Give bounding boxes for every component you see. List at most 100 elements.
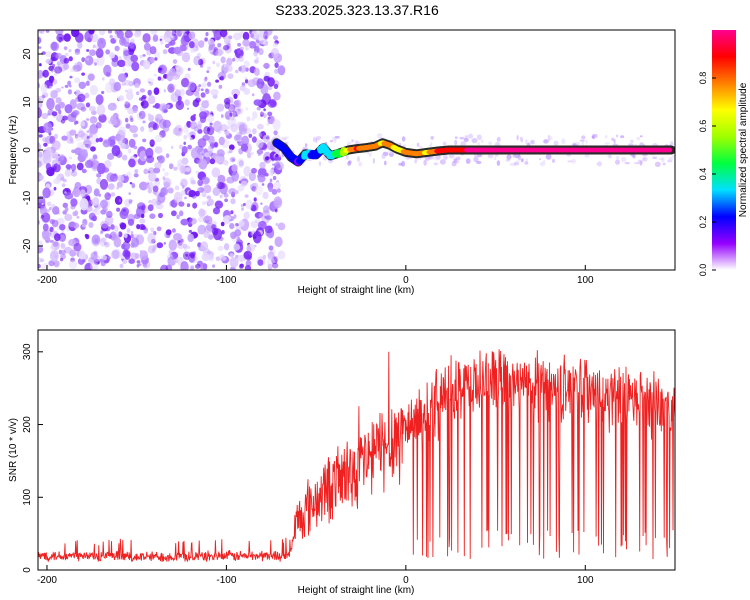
noise-speckle: [71, 30, 80, 38]
noise-speckle: [272, 175, 277, 181]
noise-speckle: [174, 124, 183, 137]
noise-speckle: [272, 42, 278, 48]
noise-speckle: [111, 249, 120, 260]
noise-speckle: [252, 231, 262, 244]
noise-speckle: [187, 81, 196, 92]
noise-speckle: [567, 160, 573, 163]
noise-speckle: [106, 210, 113, 218]
noise-speckle: [276, 180, 279, 183]
noise-speckle: [40, 258, 45, 263]
noise-speckle: [265, 136, 270, 140]
noise-speckle: [240, 180, 248, 187]
noise-speckle: [185, 167, 191, 172]
noise-speckle: [31, 224, 36, 229]
noise-speckle: [39, 205, 47, 216]
noise-speckle: [199, 111, 208, 120]
noise-speckle: [277, 222, 286, 231]
noise-speckle: [201, 253, 210, 261]
noise-speckle: [181, 30, 186, 34]
noise-speckle: [277, 65, 286, 76]
noise-speckle: [274, 161, 281, 169]
noise-speckle: [227, 73, 234, 79]
noise-speckle: [267, 263, 273, 270]
noise-speckle: [81, 57, 86, 63]
colorbar-gradient: [712, 30, 736, 270]
noise-speckle: [111, 135, 116, 140]
noise-speckle: [59, 234, 66, 241]
noise-speckle: [154, 146, 163, 154]
noise-speckle: [188, 41, 195, 49]
noise-speckle: [245, 67, 249, 72]
noise-speckle: [237, 158, 245, 169]
noise-speckle: [274, 168, 278, 172]
noise-speckle: [149, 213, 156, 219]
noise-speckle: [212, 207, 221, 215]
noise-speckle: [216, 103, 225, 112]
noise-speckle: [188, 189, 196, 198]
noise-speckle: [473, 156, 479, 163]
noise-speckle: [142, 60, 151, 70]
noise-speckle: [138, 110, 146, 120]
noise-speckle: [99, 258, 104, 263]
noise-speckle: [129, 182, 133, 185]
noise-speckle: [136, 91, 140, 96]
noise-speckle: [59, 224, 66, 231]
noise-speckle: [524, 161, 529, 165]
noise-speckle: [85, 102, 91, 108]
noise-speckle: [604, 142, 611, 145]
noise-speckle: [32, 133, 37, 137]
noise-speckle: [107, 102, 117, 111]
noise-speckle: [203, 232, 210, 238]
noise-speckle: [235, 190, 239, 195]
noise-speckle: [38, 30, 46, 35]
noise-speckle: [54, 66, 63, 74]
colorbar-tick-label: 0.2: [698, 216, 708, 229]
noise-speckle: [198, 209, 207, 216]
noise-speckle: [244, 194, 249, 198]
noise-speckle: [88, 105, 96, 112]
noise-speckle: [46, 209, 50, 213]
noise-speckle: [248, 41, 257, 49]
noise-speckle: [32, 154, 35, 156]
snr-y-ticks: 0 100 200 300: [22, 343, 43, 573]
noise-speckle: [203, 184, 212, 194]
noise-speckle: [147, 204, 154, 212]
colorbar-label: Normalized spectral amplitude: [738, 82, 749, 217]
noise-speckle: [265, 215, 272, 221]
noise-speckle: [119, 263, 124, 269]
noise-speckle: [168, 250, 173, 254]
noise-speckle: [235, 69, 239, 74]
noise-speckle: [190, 179, 196, 185]
noise-speckle: [156, 226, 162, 232]
noise-speckle: [315, 137, 318, 143]
noise-speckle: [40, 83, 48, 94]
noise-speckle: [56, 87, 62, 93]
y-tick-label: 10: [22, 96, 33, 108]
noise-speckle: [173, 191, 183, 204]
noise-speckle: [122, 154, 128, 161]
noise-speckle: [33, 186, 38, 192]
noise-speckle: [153, 87, 160, 95]
noise-speckle: [333, 137, 337, 143]
noise-speckle: [63, 63, 70, 70]
noise-speckle: [274, 68, 280, 74]
noise-speckle: [183, 134, 188, 140]
noise-speckle: [45, 163, 52, 171]
noise-speckle: [259, 161, 266, 169]
noise-speckle: [117, 134, 126, 146]
noise-speckle: [219, 194, 223, 199]
noise-speckle: [230, 123, 239, 133]
noise-speckle: [243, 60, 250, 68]
noise-speckle: [64, 84, 69, 88]
noise-speckle: [109, 34, 113, 39]
noise-speckle: [63, 57, 70, 64]
noise-speckle: [276, 160, 281, 163]
noise-speckle: [240, 258, 244, 263]
noise-speckle: [38, 160, 42, 168]
noise-speckle: [197, 179, 203, 187]
noise-speckle: [273, 130, 278, 136]
noise-speckle: [94, 208, 101, 216]
noise-speckle: [172, 59, 178, 64]
noise-speckle: [190, 265, 195, 270]
noise-speckle: [213, 47, 218, 51]
